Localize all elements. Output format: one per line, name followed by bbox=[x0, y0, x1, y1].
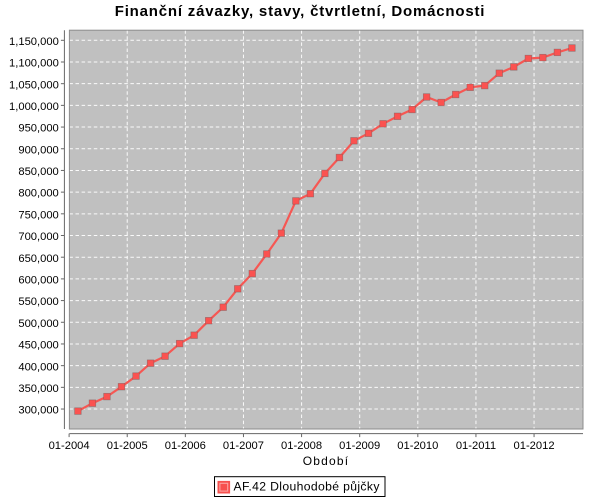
svg-text:850,000: 850,000 bbox=[18, 166, 58, 178]
svg-text:01-2007: 01-2007 bbox=[223, 440, 264, 452]
svg-text:01-2010: 01-2010 bbox=[397, 440, 438, 452]
svg-text:500,000: 500,000 bbox=[18, 318, 58, 330]
svg-text:Období: Období bbox=[303, 454, 350, 468]
svg-text:450,000: 450,000 bbox=[18, 340, 58, 352]
svg-text:01-2006: 01-2006 bbox=[165, 440, 206, 452]
svg-text:550,000: 550,000 bbox=[18, 296, 58, 308]
svg-text:1,100,000: 1,100,000 bbox=[9, 58, 59, 70]
svg-text:01-2012: 01-2012 bbox=[514, 440, 555, 452]
svg-text:01-2004: 01-2004 bbox=[49, 440, 90, 452]
svg-text:350,000: 350,000 bbox=[18, 383, 58, 395]
svg-text:01-2005: 01-2005 bbox=[107, 440, 148, 452]
svg-text:01-2008: 01-2008 bbox=[281, 440, 322, 452]
svg-text:300,000: 300,000 bbox=[18, 405, 58, 417]
svg-text:650,000: 650,000 bbox=[18, 253, 58, 265]
svg-text:400,000: 400,000 bbox=[18, 361, 58, 373]
svg-text:1,150,000: 1,150,000 bbox=[9, 36, 59, 48]
svg-text:1,000,000: 1,000,000 bbox=[9, 101, 59, 113]
svg-text:600,000: 600,000 bbox=[18, 274, 58, 286]
svg-text:900,000: 900,000 bbox=[18, 144, 58, 156]
svg-text:700,000: 700,000 bbox=[18, 231, 58, 243]
svg-text:800,000: 800,000 bbox=[18, 188, 58, 200]
svg-text:950,000: 950,000 bbox=[18, 123, 58, 135]
svg-text:01-2011: 01-2011 bbox=[456, 440, 496, 452]
svg-text:01-2009: 01-2009 bbox=[339, 440, 380, 452]
svg-text:AF.42 Dlouhodobé půjčky: AF.42 Dlouhodobé půjčky bbox=[234, 480, 381, 494]
svg-text:750,000: 750,000 bbox=[18, 209, 58, 221]
svg-text:Finanční závazky, stavy, čtvrt: Finanční závazky, stavy, čtvrtletní, Dom… bbox=[115, 3, 486, 20]
svg-text:1,050,000: 1,050,000 bbox=[9, 79, 59, 91]
